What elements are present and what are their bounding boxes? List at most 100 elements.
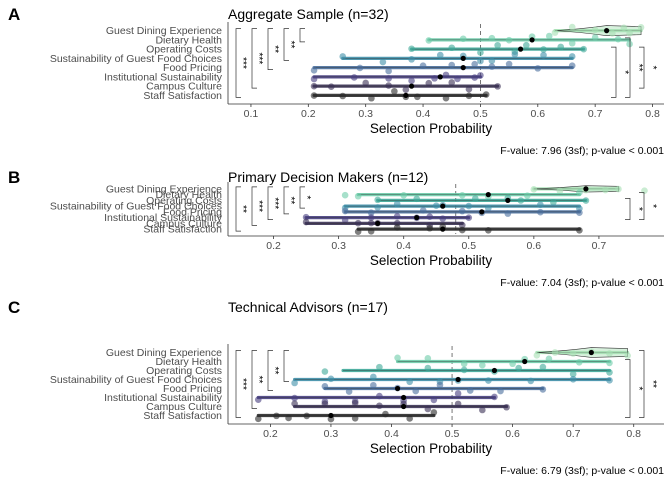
panel-letter: C <box>8 298 20 317</box>
data-point <box>458 226 466 234</box>
data-point <box>402 86 410 94</box>
data-point <box>576 189 583 196</box>
data-point <box>479 361 486 369</box>
data-point <box>540 46 547 53</box>
stats-caption: F-value: 6.79 (3sf); p-value < 0.001 <box>500 465 664 477</box>
data-point <box>551 349 559 356</box>
data-point <box>539 363 547 371</box>
panel-letter: A <box>8 5 20 24</box>
significance-bracket <box>251 28 257 89</box>
significance-bracket <box>639 350 645 418</box>
data-point <box>484 204 492 212</box>
x-tick-label: 0.7 <box>566 428 581 440</box>
data-point <box>602 186 609 194</box>
data-point <box>497 387 504 395</box>
data-point <box>448 79 456 86</box>
data-point <box>606 350 613 357</box>
data-point <box>494 83 501 90</box>
data-point <box>515 364 522 372</box>
data-point <box>568 62 576 69</box>
data-point <box>430 409 438 416</box>
data-point <box>291 394 298 402</box>
data-point <box>436 381 444 389</box>
x-tick-label: 0.5 <box>461 240 476 252</box>
data-point <box>350 74 358 81</box>
data-point <box>448 61 456 69</box>
stats-caption: F-value: 7.96 (3sf); p-value < 0.001 <box>500 145 664 157</box>
data-point <box>367 209 375 217</box>
significance-label: * <box>619 70 630 74</box>
data-point <box>454 75 461 83</box>
data-point <box>406 415 413 422</box>
x-tick-label: 0.7 <box>588 108 603 120</box>
data-point <box>367 214 375 221</box>
data-point <box>537 201 544 208</box>
data-point <box>568 39 576 47</box>
significance-bracket <box>267 186 273 220</box>
data-point <box>254 396 262 403</box>
data-point <box>582 197 590 204</box>
data-point <box>345 388 353 395</box>
mean-marker <box>529 37 535 43</box>
x-tick-label: 0.5 <box>445 428 460 440</box>
data-point <box>413 195 421 203</box>
data-point <box>442 94 450 102</box>
category-label: Staff Satisfaction <box>143 224 222 236</box>
data-point <box>302 213 310 221</box>
data-point <box>505 60 513 68</box>
data-point <box>376 392 383 400</box>
significance-label: ** <box>285 196 296 204</box>
data-point <box>341 207 349 215</box>
mean-marker <box>403 92 409 98</box>
significance-label: ** <box>237 205 248 213</box>
data-point <box>351 414 359 422</box>
data-point <box>368 94 375 102</box>
data-point <box>385 82 392 89</box>
data-point <box>273 412 280 420</box>
data-point <box>477 57 484 65</box>
data-point <box>362 79 369 87</box>
data-point <box>341 216 349 224</box>
panel-c: C Technical Advisors (n=17) Guest Dining E… <box>8 298 664 477</box>
significance-label: *** <box>237 378 248 390</box>
data-point <box>626 40 633 48</box>
data-point <box>424 405 432 413</box>
x-tick-label: 0.3 <box>324 428 339 440</box>
category-label: Dietary Health <box>155 34 222 46</box>
data-point <box>551 29 559 36</box>
data-point <box>426 224 434 232</box>
data-point <box>491 393 498 401</box>
mean-marker <box>491 367 498 374</box>
significance-label: ** <box>269 45 280 53</box>
mean-marker <box>408 83 415 89</box>
data-point <box>488 63 496 70</box>
category-label: Guest Dining Experience <box>106 183 222 195</box>
mean-marker <box>517 46 524 52</box>
significance-bracket <box>235 350 241 418</box>
data-point <box>302 218 310 226</box>
mean-marker <box>401 403 407 410</box>
data-point <box>431 75 438 82</box>
data-point <box>354 192 362 200</box>
data-point <box>569 375 577 383</box>
category-label: Campus Culture <box>146 401 222 413</box>
data-point <box>454 390 462 397</box>
significance-label: * <box>647 204 658 208</box>
data-point <box>591 26 599 34</box>
data-point <box>327 83 335 90</box>
mean-marker <box>460 65 466 71</box>
data-point <box>408 56 415 63</box>
mean-marker <box>414 215 420 221</box>
data-point <box>459 35 467 43</box>
data-point <box>465 92 473 100</box>
data-point <box>385 67 392 75</box>
category-label: Institutional Sustainability <box>104 392 223 404</box>
panel-a: A Aggregate Sample (n=32) Guest Dining Exp… <box>8 5 664 157</box>
significance-label: ** <box>253 376 264 384</box>
data-point <box>436 51 444 59</box>
mean-marker <box>479 209 485 215</box>
data-point <box>339 92 347 100</box>
x-tick-label: 0.3 <box>331 240 346 252</box>
data-point <box>488 57 496 65</box>
data-point <box>465 202 473 210</box>
